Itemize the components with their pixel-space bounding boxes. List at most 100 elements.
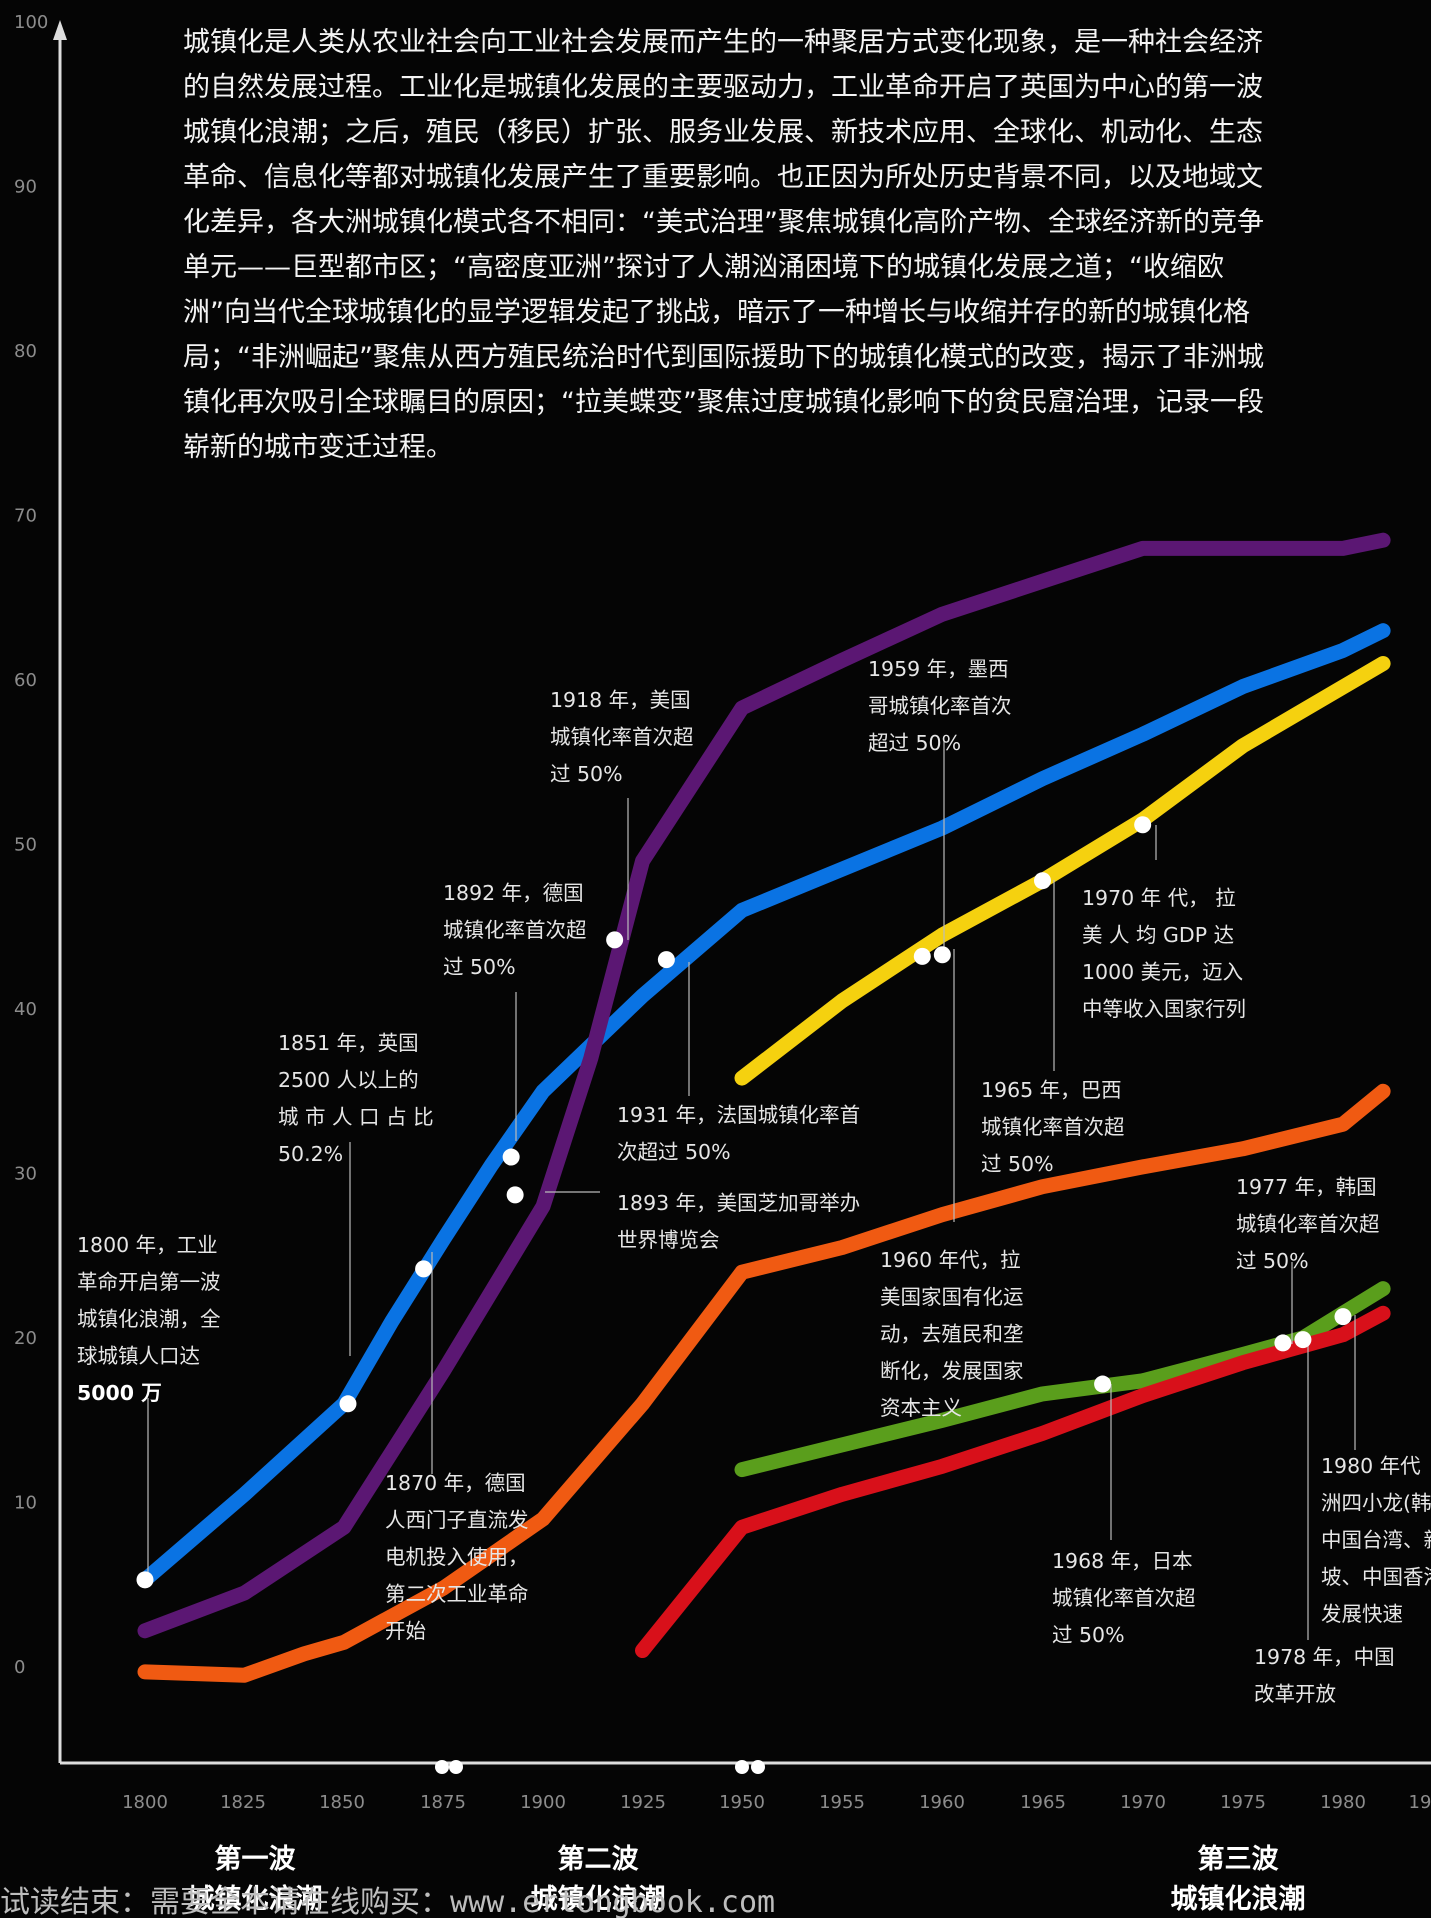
x-tick-label: 1965 [1020,1792,1066,1813]
wave-label-subtitle: 城镇化浪潮 [1171,1883,1306,1915]
annotation-line: 1892 年，德国 [443,881,584,905]
annotation-line: 1931 年，法国城镇化率首 [617,1103,860,1127]
annotation-line: 中等收入国家行列 [1082,997,1246,1021]
annotation-line: 1870 年，德国 [385,1471,526,1495]
annotation-line: 1893 年，美国芝加哥举办 [617,1191,860,1215]
annotation-line: 50.2% [278,1142,343,1166]
x-tick-label: 1825 [220,1792,266,1813]
series-line [742,1289,1383,1470]
x-tick-label: 1950 [719,1792,765,1813]
annotation-line: 过 50% [1052,1623,1125,1647]
x-tick-label: 1850 [319,1792,365,1813]
annotation-line: 第二次工业革命 [385,1582,529,1606]
annotation-line: 美国家国有化运 [880,1285,1024,1309]
axis-marker-dot [449,1760,463,1774]
axis-marker-dot [751,1760,765,1774]
annotation-line: 哥城镇化率首次 [868,694,1012,718]
annotation-line: 电机投入使用， [385,1545,529,1569]
x-tick-label: 1980 [1320,1792,1366,1813]
annotation-line: 1977 年，韩国 [1236,1175,1377,1199]
event-marker-dot [1335,1308,1352,1325]
x-tick-label: 1955 [819,1792,865,1813]
annotation-line: 洲四小龙(韩 [1321,1491,1431,1515]
annotation-line: 断化，发展国家 [880,1359,1024,1383]
annotation-line: 1968 年，日本 [1052,1549,1193,1573]
x-tick-label: 1925 [620,1792,666,1813]
y-tick-label: 40 [14,999,37,1020]
annotation-line: 1918 年，美国 [550,688,691,712]
annotation-line: 过 50% [981,1152,1054,1176]
event-marker-dot [507,1186,524,1203]
y-tick-label: 50 [14,835,37,856]
annotation-line: 次超过 50% [617,1140,731,1164]
annotation-line: 人西门子直流发 [385,1508,529,1532]
event-marker-dot [658,951,675,968]
annotation-line: 发展快速 [1321,1602,1403,1626]
annotation-line: 1800 年，工业 [77,1233,218,1257]
y-axis-arrow-icon [53,20,67,40]
axis-marker-dot [735,1760,749,1774]
footer-watermark: 试读结束：需要全本请在线购买：www.ertongbook.com [0,1885,775,1918]
event-marker-dot [606,931,623,948]
annotation-line: 动，去殖民和垄 [880,1322,1024,1346]
y-tick-label: 70 [14,506,37,527]
x-tick-label: 1970 [1120,1792,1166,1813]
annotation-line: 1851 年，英国 [278,1031,419,1055]
event-marker-dot [137,1571,154,1588]
x-tick-label: 1800 [122,1792,168,1813]
annotation-line: 城镇化浪潮，全 [77,1307,221,1331]
annotation-line: 1959 年，墨西 [868,657,1009,681]
x-tick-label: 1960 [919,1792,965,1813]
annotation-line: 坡、中国香港 [1321,1565,1431,1589]
annotation-line: 1978 年，中国 [1254,1645,1395,1669]
event-marker-dot [1134,816,1151,833]
x-tick-label: 1975 [1220,1792,1266,1813]
event-marker-dot [415,1260,432,1277]
event-marker-dot [914,948,931,965]
annotation-line: 城镇化率首次超 [981,1115,1125,1139]
event-marker-dot [1094,1376,1111,1393]
annotation-line: 过 50% [550,762,623,786]
wave-label-title: 第二波 [558,1843,640,1875]
event-marker-dot [339,1395,356,1412]
annotation-line: 1000 美元，迈入 [1082,960,1243,984]
axis-marker-dot [435,1760,449,1774]
wave-label-title: 第三波 [1198,1843,1280,1875]
event-marker-dot [934,946,951,963]
annotation-line: 城镇化率首次超 [550,725,694,749]
y-tick-label: 60 [14,670,37,691]
annotation-bold-value: 5000 万 [77,1381,162,1405]
y-tick-label: 30 [14,1164,37,1185]
annotation-line: 革命开启第一波 [77,1270,221,1294]
annotation-line: 城 市 人 口 占 比 [278,1105,434,1129]
annotation-line: 1960 年代，拉 [880,1248,1021,1272]
annotation-line: 城镇化率首次超 [1052,1586,1196,1610]
event-marker-dot [1034,872,1051,889]
annotation-line: 超过 50% [868,731,961,755]
event-marker-dot [503,1149,520,1166]
annotation-line: 开始 [385,1619,426,1643]
x-tick-label: 19 [1409,1792,1431,1813]
y-tick-label: 0 [14,1657,25,1678]
annotation-line: 球城镇人口达 [77,1344,200,1368]
x-tick-label: 1900 [520,1792,566,1813]
y-tick-label: 100 [14,12,48,33]
annotation-line: 过 50% [1236,1249,1309,1273]
y-tick-label: 20 [14,1328,37,1349]
event-marker-dot [1274,1334,1291,1351]
annotation-line: 1980 年代 [1321,1454,1421,1478]
annotation-line: 改革开放 [1254,1682,1336,1706]
y-tick-label: 10 [14,1493,37,1514]
x-axis-ticks: 1800 1825 1850 1875 1900 1925 1950 1955 1960 1965… [122,1760,1431,1813]
x-tick-label: 1875 [420,1792,466,1813]
event-marker-dot [1294,1331,1311,1348]
annotation-line: 1965 年，巴西 [981,1078,1122,1102]
y-tick-label: 80 [14,341,37,362]
annotation-line: 1970 年 代， 拉 [1082,886,1236,910]
wave-label-title: 第一波 [215,1843,297,1875]
annotation-line: 城镇化率首次超 [1236,1212,1380,1236]
annotation-line: 美 人 均 GDP 达 [1082,923,1234,947]
